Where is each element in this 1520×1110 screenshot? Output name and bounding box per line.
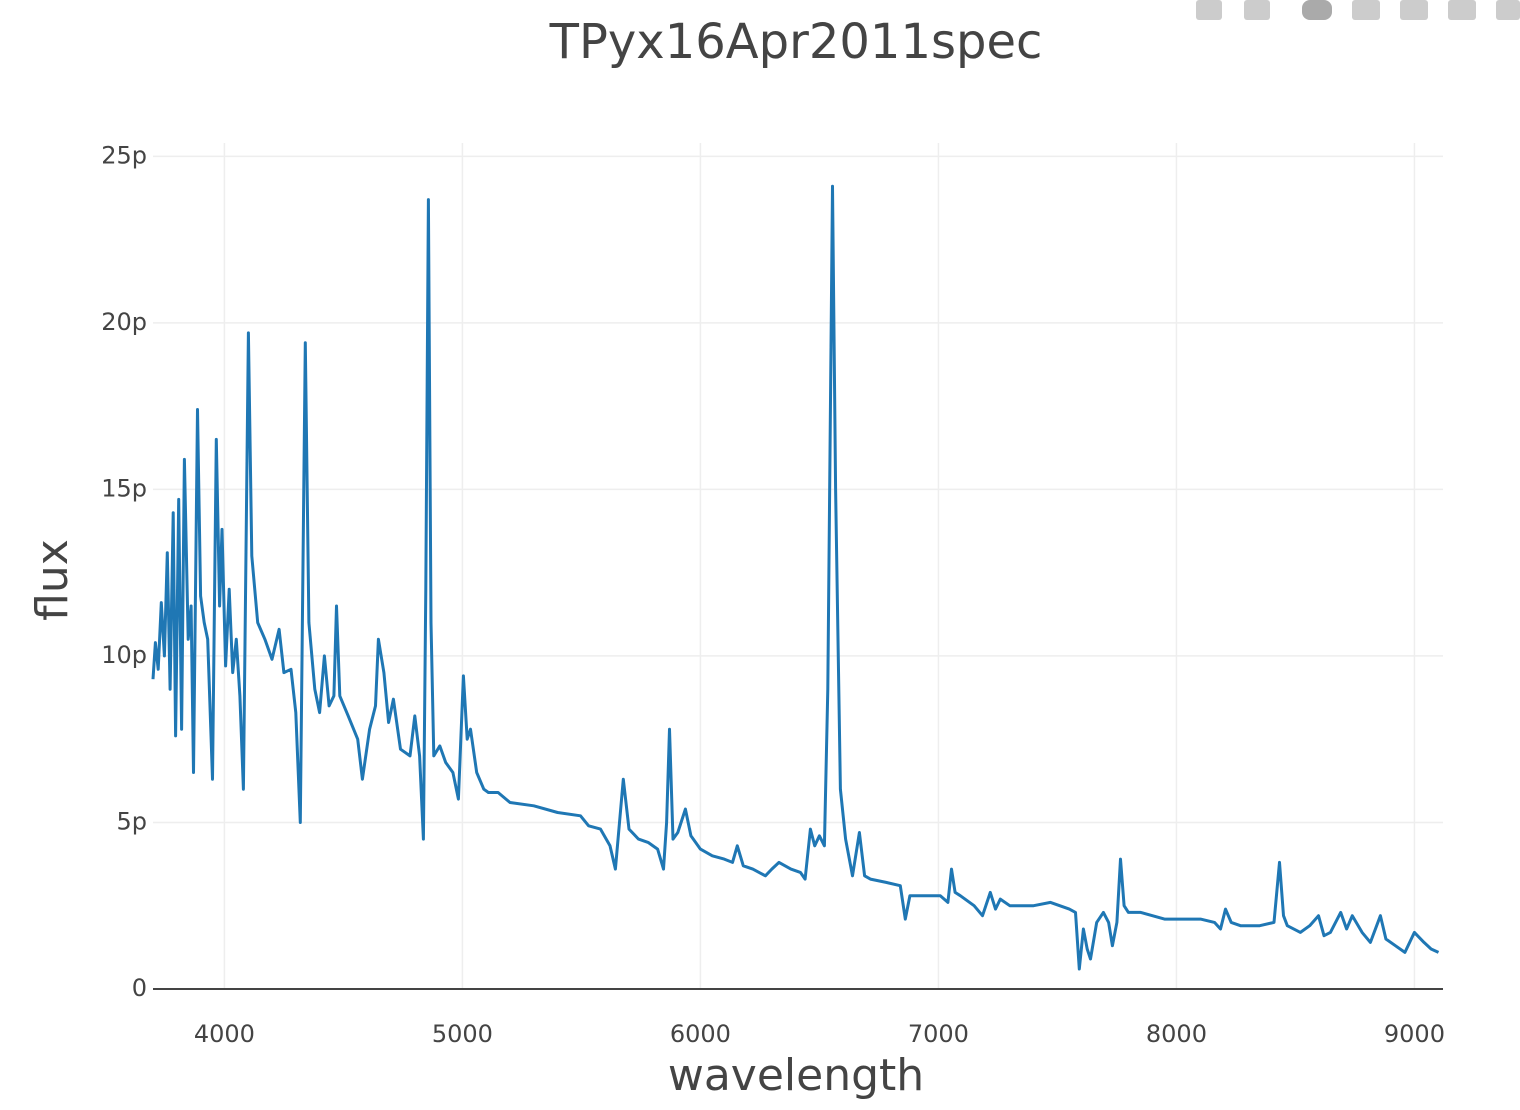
y-axis-label: flux bbox=[27, 539, 78, 621]
y-tick-label: 5p bbox=[116, 807, 147, 835]
modebar-button[interactable] bbox=[1196, 0, 1222, 20]
x-tick-label: 7000 bbox=[908, 1020, 969, 1048]
y-tick-label: 20p bbox=[101, 308, 147, 336]
modebar-button[interactable] bbox=[1448, 0, 1476, 20]
modebar-button[interactable] bbox=[1244, 0, 1270, 20]
x-tick-label: 4000 bbox=[194, 1020, 255, 1048]
modebar-button[interactable] bbox=[1302, 0, 1332, 20]
y-tick-label: 10p bbox=[101, 641, 147, 669]
x-tick-label: 8000 bbox=[1146, 1020, 1207, 1048]
x-tick-label: 9000 bbox=[1384, 1020, 1445, 1048]
modebar bbox=[1196, 0, 1520, 20]
x-axis-label: wavelength bbox=[668, 1050, 924, 1101]
y-tick-label: 25p bbox=[101, 141, 147, 169]
modebar-button[interactable] bbox=[1400, 0, 1428, 20]
x-tick-label: 6000 bbox=[670, 1020, 731, 1048]
y-tick-label: 0 bbox=[132, 974, 147, 1002]
y-tick-label: 15p bbox=[101, 474, 147, 502]
x-tick-label: 5000 bbox=[432, 1020, 493, 1048]
spectrum-line bbox=[151, 184, 1440, 971]
modebar-button[interactable] bbox=[1496, 0, 1520, 20]
modebar-button[interactable] bbox=[1352, 0, 1380, 20]
chart-title: TPyx16Apr2011spec bbox=[549, 14, 1043, 70]
